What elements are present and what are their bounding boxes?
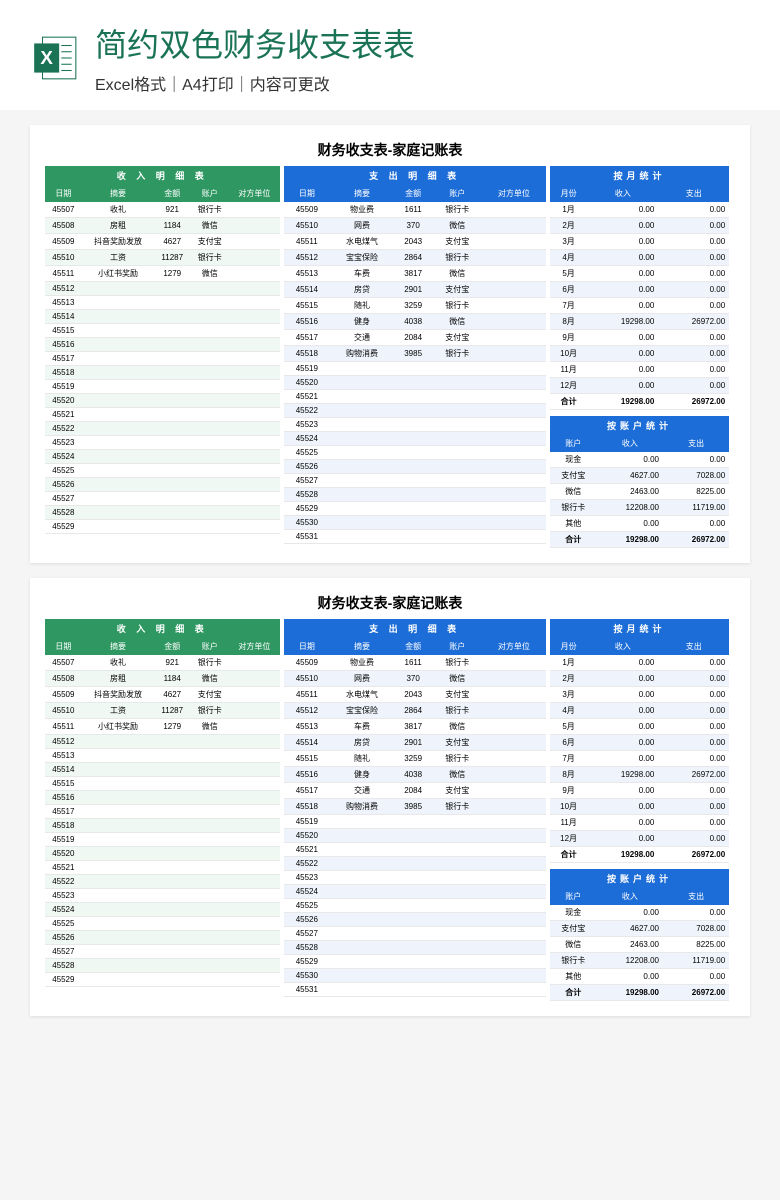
expense-section: 支 出 明 细 表日期摘要金额账户对方单位45509物业费1611银行卡4551… — [284, 619, 546, 1001]
stats-section: 按月统计月份收入支出1月0.000.002月0.000.003月0.000.00… — [550, 166, 729, 548]
subtitle: Excel格式｜A4打印｜内容可更改 — [95, 71, 750, 95]
income-section: 收 入 明 细 表日期摘要金额账户对方单位45507收礼921银行卡45508房… — [45, 619, 280, 1001]
svg-text:X: X — [40, 47, 53, 68]
main-title: 简约双色财务收支表表 — [95, 20, 750, 66]
page-header: X 简约双色财务收支表表 Excel格式｜A4打印｜内容可更改 — [0, 0, 780, 110]
account-stats: 按账户统计账户收入支出现金0.000.00支付宝4627.007028.00微信… — [550, 416, 729, 548]
stats-section: 按月统计月份收入支出1月0.000.002月0.000.003月0.000.00… — [550, 619, 729, 1001]
spreadsheet-preview: 财务收支表-家庭记账表收 入 明 细 表日期摘要金额账户对方单位45507收礼9… — [30, 578, 750, 1016]
sheet-title: 财务收支表-家庭记账表 — [45, 140, 735, 160]
monthly-stats: 按月统计月份收入支出1月0.000.002月0.000.003月0.000.00… — [550, 166, 729, 410]
expense-section: 支 出 明 细 表日期摘要金额账户对方单位45509物业费1611银行卡4551… — [284, 166, 546, 548]
sheet-title: 财务收支表-家庭记账表 — [45, 593, 735, 613]
income-header: 收 入 明 细 表 — [45, 166, 280, 185]
spreadsheet-preview: 财务收支表-家庭记账表收 入 明 细 表日期摘要金额账户对方单位45507收礼9… — [30, 125, 750, 563]
expense-header: 支 出 明 细 表 — [284, 619, 546, 638]
monthly-stats: 按月统计月份收入支出1月0.000.002月0.000.003月0.000.00… — [550, 619, 729, 863]
excel-icon: X — [30, 33, 80, 83]
income-header: 收 入 明 细 表 — [45, 619, 280, 638]
income-section: 收 入 明 细 表日期摘要金额账户对方单位45507收礼921银行卡45508房… — [45, 166, 280, 548]
expense-header: 支 出 明 细 表 — [284, 166, 546, 185]
title-block: 简约双色财务收支表表 Excel格式｜A4打印｜内容可更改 — [95, 20, 750, 95]
account-stats: 按账户统计账户收入支出现金0.000.00支付宝4627.007028.00微信… — [550, 869, 729, 1001]
